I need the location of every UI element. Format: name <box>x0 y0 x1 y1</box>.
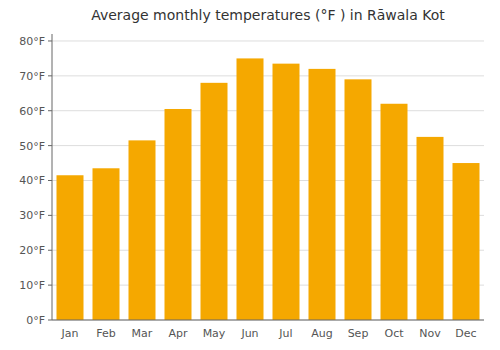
y-tick-label: 60°F <box>19 105 45 118</box>
y-tick <box>48 250 52 251</box>
bar <box>129 140 156 320</box>
y-axis-line <box>52 34 53 320</box>
bar <box>273 64 300 320</box>
x-tick-label: Apr <box>168 327 188 340</box>
x-tick-label: Feb <box>96 327 115 340</box>
bar <box>201 83 228 320</box>
grid-line <box>52 110 484 111</box>
x-tick-label: Jun <box>240 327 258 340</box>
bar <box>381 104 408 320</box>
y-tick-label: 30°F <box>19 209 45 222</box>
bar <box>309 69 336 320</box>
chart-title: Average monthly temperatures (°F ) in Rā… <box>91 7 445 23</box>
grid-line <box>52 320 484 321</box>
y-tick <box>48 75 52 76</box>
y-tick-label: 0°F <box>26 314 45 327</box>
bar <box>237 58 264 320</box>
y-tick-label: 80°F <box>19 35 45 48</box>
grid-line <box>52 75 484 76</box>
x-tick-label: Aug <box>311 327 332 340</box>
x-axis: Jan Feb Mar Apr May Jun Jul Aug Sep Oct Nov Dec <box>52 320 484 340</box>
bar <box>345 79 372 320</box>
x-tick-label: Jan <box>61 327 79 340</box>
x-tick-label: Sep <box>348 327 369 340</box>
x-tick-label: May <box>203 327 226 340</box>
y-tick-label: 50°F <box>19 140 45 153</box>
y-tick <box>48 285 52 286</box>
y-tick-label: 10°F <box>19 279 45 292</box>
y-tick-label: 40°F <box>19 174 45 187</box>
bars <box>57 58 480 320</box>
bar <box>453 163 480 320</box>
grid <box>52 41 484 320</box>
y-tick <box>48 110 52 111</box>
y-tick-label: 70°F <box>19 70 45 83</box>
y-tick <box>48 215 52 216</box>
y-tick <box>48 320 52 321</box>
bar <box>57 175 84 320</box>
y-axis: 0°F 10°F 20°F 30°F 40°F 50°F 60°F 70°F 80°F <box>19 34 52 327</box>
x-tick-label: Jul <box>278 327 292 340</box>
x-tick-label: Dec <box>455 327 476 340</box>
bar <box>93 168 120 320</box>
chart-container: Average monthly temperatures (°F ) in Rā… <box>0 0 500 350</box>
x-tick-label: Nov <box>419 327 441 340</box>
x-axis-line <box>52 320 484 321</box>
grid-line <box>52 40 484 41</box>
x-tick-label: Mar <box>132 327 153 340</box>
y-tick-label: 20°F <box>19 244 45 257</box>
y-tick <box>48 40 52 41</box>
bar <box>165 109 192 320</box>
x-tick-label: Oct <box>384 327 404 340</box>
bar <box>417 137 444 320</box>
y-tick <box>48 145 52 146</box>
chart-svg: Average monthly temperatures (°F ) in Rā… <box>0 0 500 350</box>
y-tick <box>48 180 52 181</box>
